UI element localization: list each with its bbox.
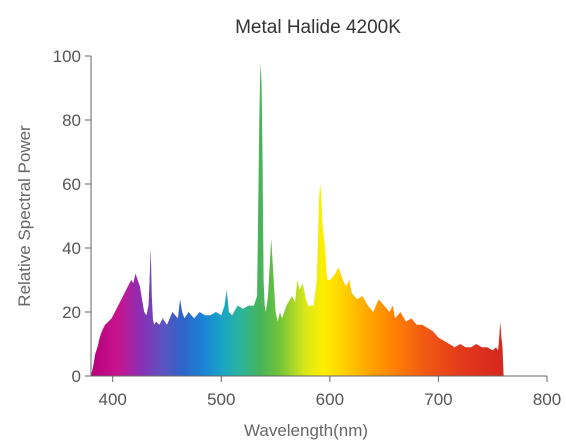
y-tick-label: 60: [62, 175, 81, 194]
y-tick-label: 100: [53, 47, 81, 66]
spectrum-area: [91, 62, 504, 377]
x-tick-label: 700: [424, 390, 452, 409]
y-tick-label: 40: [62, 239, 81, 258]
y-axis-label: Relative Spectral Power: [15, 125, 34, 307]
y-tick-label: 20: [62, 303, 81, 322]
x-tick-label: 500: [207, 390, 235, 409]
x-axis-label: Wavelength(nm): [244, 421, 368, 440]
y-tick-label: 80: [62, 111, 81, 130]
y-tick-label: 0: [72, 367, 81, 386]
x-tick-label: 600: [316, 390, 344, 409]
x-tick-label: 400: [99, 390, 127, 409]
x-axis-ticks: 400 500 600 700 800: [99, 376, 561, 409]
x-tick-label: 800: [533, 390, 561, 409]
chart-title: Metal Halide 4200K: [235, 17, 401, 38]
y-axis-ticks: 0 20 40 60 80 100: [53, 47, 91, 386]
